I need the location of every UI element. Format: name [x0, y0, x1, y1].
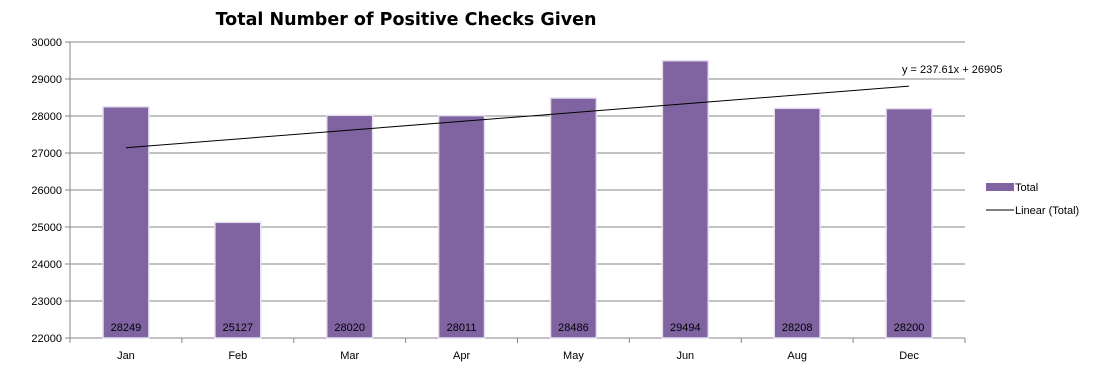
- x-tick-label-jan: Jan: [117, 350, 135, 362]
- y-tick-label: 28000: [31, 111, 62, 123]
- x-tick-label-feb: Feb: [228, 350, 247, 362]
- bar-apr: [437, 114, 486, 339]
- x-axis: Jan Feb Mar Apr May Jun Aug Dec: [69, 337, 966, 362]
- data-label-jun: 29494: [670, 322, 701, 334]
- data-label-mar: 28020: [334, 322, 365, 334]
- y-axis: 22000 23000 24000 25000 26000 27000 28000 29000…: [31, 37, 71, 345]
- y-tick-label: 30000: [31, 37, 62, 49]
- x-tick-label-may: May: [563, 350, 584, 362]
- bar-jun: [661, 59, 709, 339]
- gridlines: [70, 41, 965, 339]
- bar-aug: [773, 107, 821, 339]
- x-tick-label-apr: Apr: [453, 350, 470, 362]
- chart-title: Total Number of Positive Checks Given: [216, 10, 597, 30]
- legend-label-trendline: Linear (Total): [1015, 205, 1079, 217]
- legend: Total Linear (Total): [986, 182, 1079, 217]
- bar-mar: [326, 114, 374, 339]
- trendline: [125, 85, 910, 149]
- data-label-may: 28486: [558, 322, 589, 334]
- bar-may: [549, 97, 598, 339]
- trendline-equation: y = 237.61x + 26905: [902, 64, 1002, 76]
- trendline-linear: [125, 85, 910, 149]
- data-label-jan: 28249: [111, 322, 142, 334]
- data-label-aug: 28208: [782, 322, 813, 334]
- data-label-dec: 28200: [894, 322, 925, 334]
- data-labels: 28249 25127 28020 28011 28486 29494 28208 28200: [111, 322, 925, 334]
- y-tick-label: 23000: [31, 296, 62, 308]
- x-tick-label-aug: Aug: [787, 350, 807, 362]
- y-tick-label: 29000: [31, 74, 62, 86]
- bar-series-total: [102, 59, 933, 339]
- bar-dec: [885, 107, 933, 339]
- data-label-apr: 28011: [447, 322, 477, 334]
- x-tick-label-jun: Jun: [676, 350, 694, 362]
- bar-feb: [214, 221, 262, 339]
- x-tick-label-dec: Dec: [899, 350, 919, 362]
- legend-label-total: Total: [1015, 182, 1038, 194]
- y-tick-label: 24000: [31, 259, 62, 271]
- legend-swatch-total: [986, 183, 1014, 191]
- y-tick-label: 26000: [31, 185, 62, 197]
- bar-jan: [102, 106, 150, 339]
- y-tick-label: 27000: [31, 148, 62, 160]
- y-tick-label: 25000: [31, 222, 62, 234]
- x-tick-label-mar: Mar: [340, 350, 359, 362]
- data-label-feb: 25127: [223, 322, 254, 334]
- y-tick-label: 22000: [31, 333, 62, 345]
